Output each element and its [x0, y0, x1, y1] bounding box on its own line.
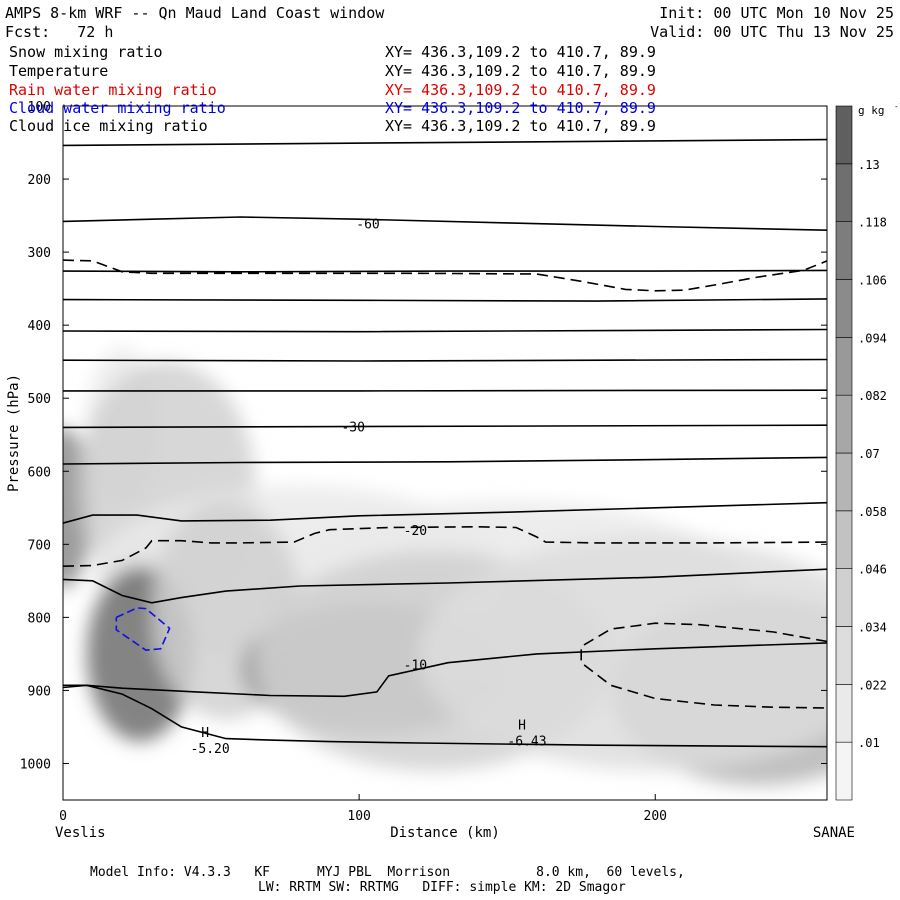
- colorbar-level-label: .058: [858, 505, 887, 519]
- colorbar-level-label: .13: [858, 158, 880, 172]
- plot-title: AMPS 8-km WRF -- Qn Maud Land Coast wind…: [5, 4, 385, 22]
- temperature-contour: [63, 328, 827, 333]
- model-info-physics: LW: RRTM SW: RRTMG DIFF: simple KM: 2D S…: [258, 880, 626, 895]
- temperature-label: -60: [356, 217, 379, 232]
- y-tick-label: 700: [28, 538, 51, 553]
- x-start-label: Veslis: [55, 825, 106, 841]
- temperature-contour: [63, 138, 827, 147]
- high-value: -5.20: [191, 742, 230, 757]
- colorbar-cell: [835, 568, 853, 627]
- y-tick-label: 800: [28, 611, 51, 626]
- colorbar-level-label: .07: [858, 447, 880, 461]
- colorbar-level-label: .022: [858, 678, 887, 692]
- cloud-water-contour: [115, 607, 171, 652]
- high-marker: H: [201, 726, 209, 741]
- y-tick-label: 600: [28, 465, 51, 480]
- temperature-contour: [63, 298, 827, 302]
- x-axis-label: Distance (km): [390, 825, 500, 841]
- y-tick-label: 100: [28, 100, 51, 115]
- x-end-label: SANAE: [813, 825, 855, 841]
- temperature-contour: [63, 269, 827, 273]
- x-tick-label: 200: [644, 809, 667, 824]
- y-tick-label: 1000: [20, 757, 51, 772]
- colorbar-unit: g kg: [858, 104, 885, 117]
- snow-contour: [63, 259, 827, 292]
- field-xy: XY= 436.3,109.2 to 410.7, 89.9: [385, 81, 656, 99]
- snow-shading: [63, 347, 827, 786]
- colorbar-level-label: .106: [858, 274, 887, 288]
- y-tick-label: 400: [28, 319, 51, 334]
- field-xy: XY= 436.3,109.2 to 410.7, 89.9: [385, 62, 656, 80]
- temperature-contour: [63, 568, 827, 604]
- colorbar-cell: [835, 105, 853, 165]
- valid-time: Valid: 00 UTC Thu 13 Nov 25: [650, 23, 894, 41]
- field-xy: XY= 436.3,109.2 to 410.7, 89.9: [385, 117, 656, 135]
- colorbar-level-label: .082: [858, 389, 887, 403]
- colorbar-cell: [835, 684, 853, 743]
- y-axis-label: Pressure (hPa): [6, 374, 22, 492]
- temperature-contour: [63, 424, 827, 429]
- temperature-contour: [63, 684, 827, 748]
- y-tick-label: 200: [28, 173, 51, 188]
- colorbar-cell: [835, 279, 853, 338]
- init-time: Init: 00 UTC Mon 10 Nov 25: [659, 4, 894, 22]
- colorbar-cell: [835, 337, 853, 396]
- forecast-hour: Fcst: 72 h: [5, 23, 114, 41]
- y-tick-label: 500: [28, 392, 51, 407]
- colorbar: .01 .022 .034 .046 .058 .07 .082 .094 .106 .118 .1…: [835, 102, 900, 801]
- high-value: -6.43: [507, 735, 546, 750]
- colorbar-cell: [835, 452, 853, 512]
- y-tick-label: 900: [28, 684, 51, 699]
- temperature-contour: [63, 216, 827, 231]
- high-marker: H: [518, 719, 526, 734]
- snow-contour: [580, 622, 827, 709]
- temperature-label: -20: [404, 524, 427, 539]
- x-tick-label: 100: [347, 809, 370, 824]
- plot-frame: [62, 105, 828, 801]
- colorbar-cell: [835, 221, 853, 280]
- field-name: Snow mixing ratio: [9, 43, 163, 61]
- colorbar-level-label: .046: [858, 563, 887, 577]
- field-name: Cloud water mixing ratio: [9, 99, 226, 117]
- colorbar-cell: [835, 741, 853, 801]
- colorbar-cell: [835, 626, 853, 685]
- temperature-label: -10: [404, 659, 427, 674]
- snow-shade-blob: [418, 537, 827, 771]
- x-tick-label: 0: [59, 809, 67, 824]
- colorbar-cell: [835, 510, 853, 569]
- field-name: Temperature: [9, 62, 109, 80]
- snow-contour: [63, 525, 827, 567]
- colorbar-level-label: .01: [858, 736, 880, 750]
- temperature-label: -30: [341, 420, 364, 435]
- field-name: Cloud ice mixing ratio: [9, 117, 208, 135]
- temperature-contour: [63, 456, 827, 465]
- temperature-contour: [63, 642, 827, 698]
- temperature-contour: [63, 389, 827, 392]
- colorbar-cell: [835, 163, 853, 222]
- colorbar-unit-exponent: -1: [894, 102, 900, 111]
- field-xy: XY= 436.3,109.2 to 410.7, 89.9: [385, 99, 656, 117]
- colorbar-cell: [835, 394, 853, 454]
- field-name: Rain water mixing ratio: [9, 81, 217, 99]
- field-xy: XY= 436.3,109.2 to 410.7, 89.9: [385, 43, 656, 61]
- model-info: Model Info: V4.3.3 KF MYJ PBL Morrison 8…: [90, 865, 685, 880]
- temperature-contour: [63, 358, 827, 362]
- colorbar-level-label: .118: [858, 216, 887, 230]
- colorbar-level-label: .034: [858, 621, 887, 635]
- temperature-contour: [63, 501, 827, 524]
- colorbar-level-label: .094: [858, 331, 887, 345]
- y-tick-label: 300: [28, 246, 51, 261]
